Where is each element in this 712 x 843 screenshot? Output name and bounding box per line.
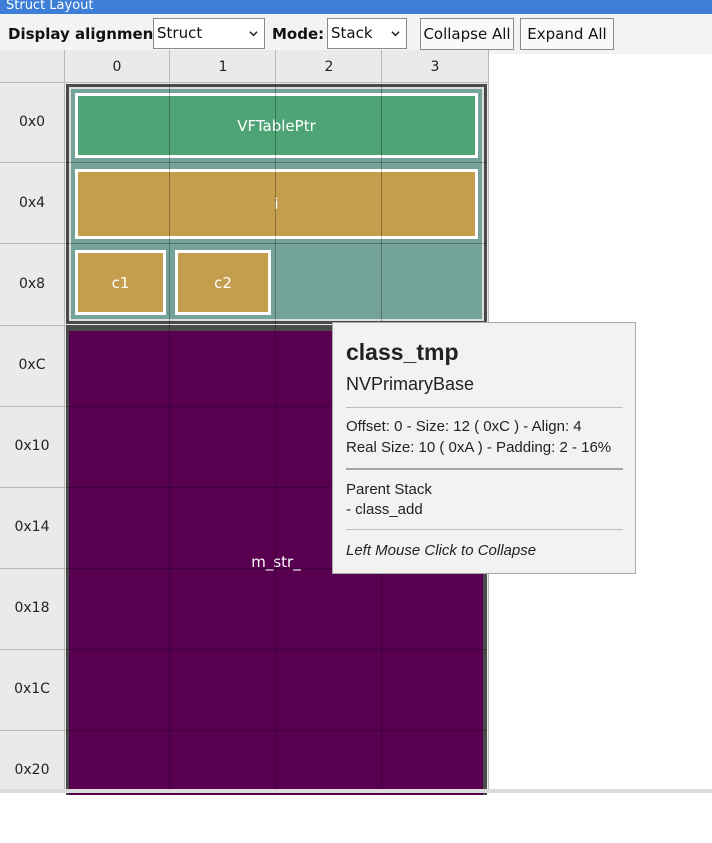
alignment-label: Display alignment: — [8, 25, 167, 43]
row-header: 0x0 — [18, 114, 46, 130]
grid-line — [0, 162, 66, 163]
column-header: 3 — [430, 59, 440, 75]
divider — [346, 468, 623, 470]
row-header: 0x8 — [18, 276, 46, 292]
column-header: 1 — [218, 59, 228, 75]
field-c1[interactable]: c1 — [75, 250, 166, 315]
grid-line — [66, 162, 487, 163]
row-header: 0x20 — [14, 762, 50, 778]
grid-line — [0, 82, 489, 83]
chevron-down-icon — [391, 31, 400, 37]
field-label: m_str_ — [251, 553, 301, 571]
grid-line — [0, 243, 66, 244]
field-c2[interactable]: c2 — [175, 250, 271, 315]
expand-all-button[interactable]: Expand All — [520, 18, 614, 50]
grid-line — [66, 406, 487, 407]
field-vftableptr[interactable]: VFTablePtr — [75, 93, 478, 158]
tooltip-parent-header: Parent Stack — [346, 481, 432, 498]
row-header: 0xC — [18, 357, 46, 373]
grid-line — [275, 50, 276, 83]
alignment-select[interactable]: Struct — [153, 18, 265, 49]
alignment-select-value: Struct — [157, 24, 203, 42]
field-i[interactable]: i — [75, 169, 478, 239]
tooltip-realsize-line: Real Size: 10 ( 0xA ) - Padding: 2 - 16% — [346, 439, 612, 456]
divider — [346, 529, 623, 530]
grid-line — [0, 406, 66, 407]
mode-select[interactable]: Stack — [327, 18, 407, 49]
tooltip-title: class_tmp — [346, 339, 459, 365]
divider — [346, 407, 623, 408]
grid-line — [66, 649, 487, 650]
status-strip — [0, 789, 712, 793]
grid-line — [66, 243, 487, 244]
field-m-str-label-area: m_str_ — [69, 331, 483, 793]
grid-line — [169, 50, 170, 83]
tooltip-subtitle: NVPrimaryBase — [346, 374, 475, 394]
field-label: i — [274, 195, 279, 213]
mode-label: Mode: — [272, 25, 325, 43]
grid-line — [66, 487, 487, 488]
row-header: 0x18 — [14, 600, 50, 616]
mode-select-value: Stack — [331, 24, 373, 42]
row-header: 0x10 — [14, 438, 50, 454]
grid-line — [0, 568, 66, 569]
grid-line — [66, 568, 487, 569]
chevron-down-icon — [249, 31, 258, 37]
tooltip-hint: Left Mouse Click to Collapse — [346, 542, 537, 559]
row-header: 0x14 — [14, 519, 50, 535]
field-label: c1 — [111, 273, 130, 292]
window-title: Struct Layout — [0, 0, 712, 14]
grid-line — [275, 84, 276, 793]
field-label: c2 — [214, 273, 232, 292]
grid-line — [64, 50, 65, 793]
tooltip-parent-item: - class_add — [346, 501, 423, 518]
column-header: 2 — [324, 59, 334, 75]
row-header: 0x4 — [18, 195, 46, 211]
field-label: VFTablePtr — [237, 116, 316, 135]
tooltip-offset-line: Offset: 0 - Size: 12 ( 0xC ) - Align: 4 — [346, 418, 582, 435]
collapse-all-button[interactable]: Collapse All — [420, 18, 514, 50]
row-header: 0x1C — [14, 681, 50, 697]
grid-line — [0, 730, 66, 731]
struct-tooltip: class_tmp NVPrimaryBase Offset: 0 - Size… — [332, 322, 636, 574]
toolbar: Display alignment: Struct Mode: Stack Co… — [0, 14, 712, 54]
column-header: 0 — [112, 59, 122, 75]
grid-line — [169, 84, 170, 793]
grid-line — [381, 50, 382, 83]
grid-line — [0, 325, 66, 326]
grid-line — [66, 730, 487, 731]
grid-line — [0, 487, 66, 488]
grid-line — [0, 649, 66, 650]
